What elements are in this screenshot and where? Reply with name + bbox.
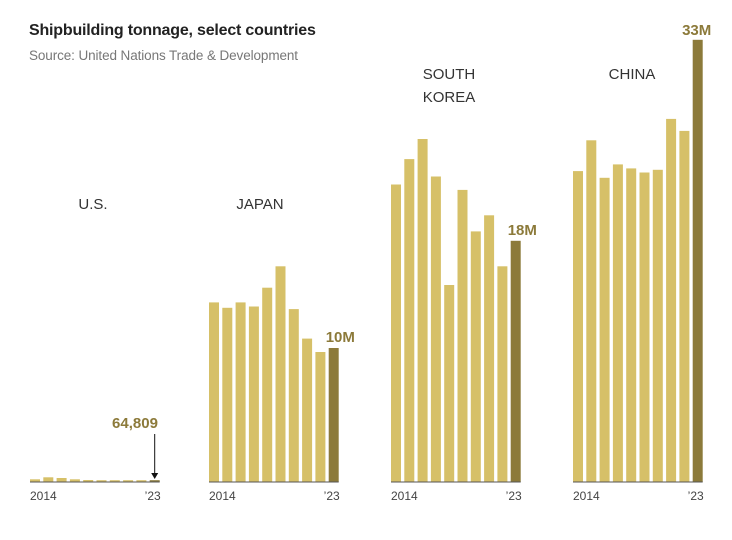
tick-start-u-s: 2014	[30, 489, 57, 503]
bar-u-s-2015	[43, 477, 54, 482]
panel-title-china: CHINA	[609, 66, 656, 83]
panel-title-line: SOUTH	[423, 66, 476, 83]
bar-japan-2016	[235, 302, 246, 482]
bar-u-s-2018	[83, 480, 94, 482]
bar-south-korea-2014	[391, 184, 401, 482]
value-label-south-korea: 18M	[508, 222, 537, 239]
bar-china-2018	[626, 168, 637, 482]
panel-title-u-s: U.S.	[78, 196, 107, 213]
bar-u-s-2021	[123, 480, 134, 482]
bar-china-2017	[612, 164, 623, 482]
bar-japan-2021	[302, 338, 313, 482]
bar-china-2022	[679, 130, 690, 482]
bar-japan-2017	[248, 306, 259, 482]
bar-south-korea-2021	[484, 215, 495, 483]
bar-south-korea-2019	[457, 189, 468, 482]
bar-u-s-2023	[149, 480, 160, 482]
bar-south-korea-2020	[470, 231, 481, 482]
tick-end-japan: ’23	[324, 489, 340, 503]
tick-end-china: ’23	[688, 489, 704, 503]
bar-japan-2020	[288, 309, 299, 482]
bar-south-korea-2023	[510, 240, 521, 482]
bar-japan-2015	[222, 307, 233, 482]
bar-u-s-2019	[96, 480, 107, 482]
tick-end-south-korea: ’23	[506, 489, 522, 503]
bar-south-korea-2015	[404, 159, 415, 482]
bar-japan-2022	[315, 352, 326, 482]
bar-japan-2019	[275, 266, 286, 482]
value-label-u-s: 64,809	[112, 415, 158, 432]
value-label-japan: 10M	[326, 329, 355, 346]
bar-south-korea-2017	[430, 176, 441, 482]
bar-south-korea-2016	[417, 139, 428, 482]
panel-title-south-korea: SOUTH KOREA	[423, 66, 476, 106]
chart-source: Source: United Nations Trade & Developme…	[29, 48, 298, 63]
bar-south-korea-2018	[444, 285, 455, 482]
bar-china-2020	[652, 169, 663, 483]
tick-start-south-korea: 2014	[391, 489, 418, 503]
bar-china-2015	[586, 140, 597, 483]
bar-south-korea-2022	[497, 266, 508, 482]
bar-china-2021	[666, 118, 677, 483]
bar-china-2016	[599, 177, 610, 483]
bar-japan-2023	[328, 348, 339, 482]
bar-japan-2018	[262, 287, 273, 482]
bar-u-s-2016	[56, 478, 67, 482]
bar-japan-2014	[209, 302, 219, 482]
panel-title-line: KOREA	[423, 89, 476, 106]
chart-title: Shipbuilding tonnage, select countries	[29, 22, 316, 39]
bar-china-2023	[692, 39, 703, 483]
arrow-head-u-s	[151, 473, 159, 479]
tick-end-u-s: ’23	[145, 489, 161, 503]
value-label-china: 33M	[682, 22, 711, 39]
bar-china-2019	[639, 172, 650, 482]
panel-title-japan: JAPAN	[236, 196, 283, 213]
tick-start-japan: 2014	[209, 489, 236, 503]
bar-u-s-2017	[69, 479, 80, 482]
tick-start-china: 2014	[573, 489, 600, 503]
bar-u-s-2020	[109, 480, 120, 482]
bar-u-s-2014	[30, 479, 40, 482]
bar-u-s-2022	[136, 480, 147, 482]
bar-china-2014	[573, 171, 583, 482]
